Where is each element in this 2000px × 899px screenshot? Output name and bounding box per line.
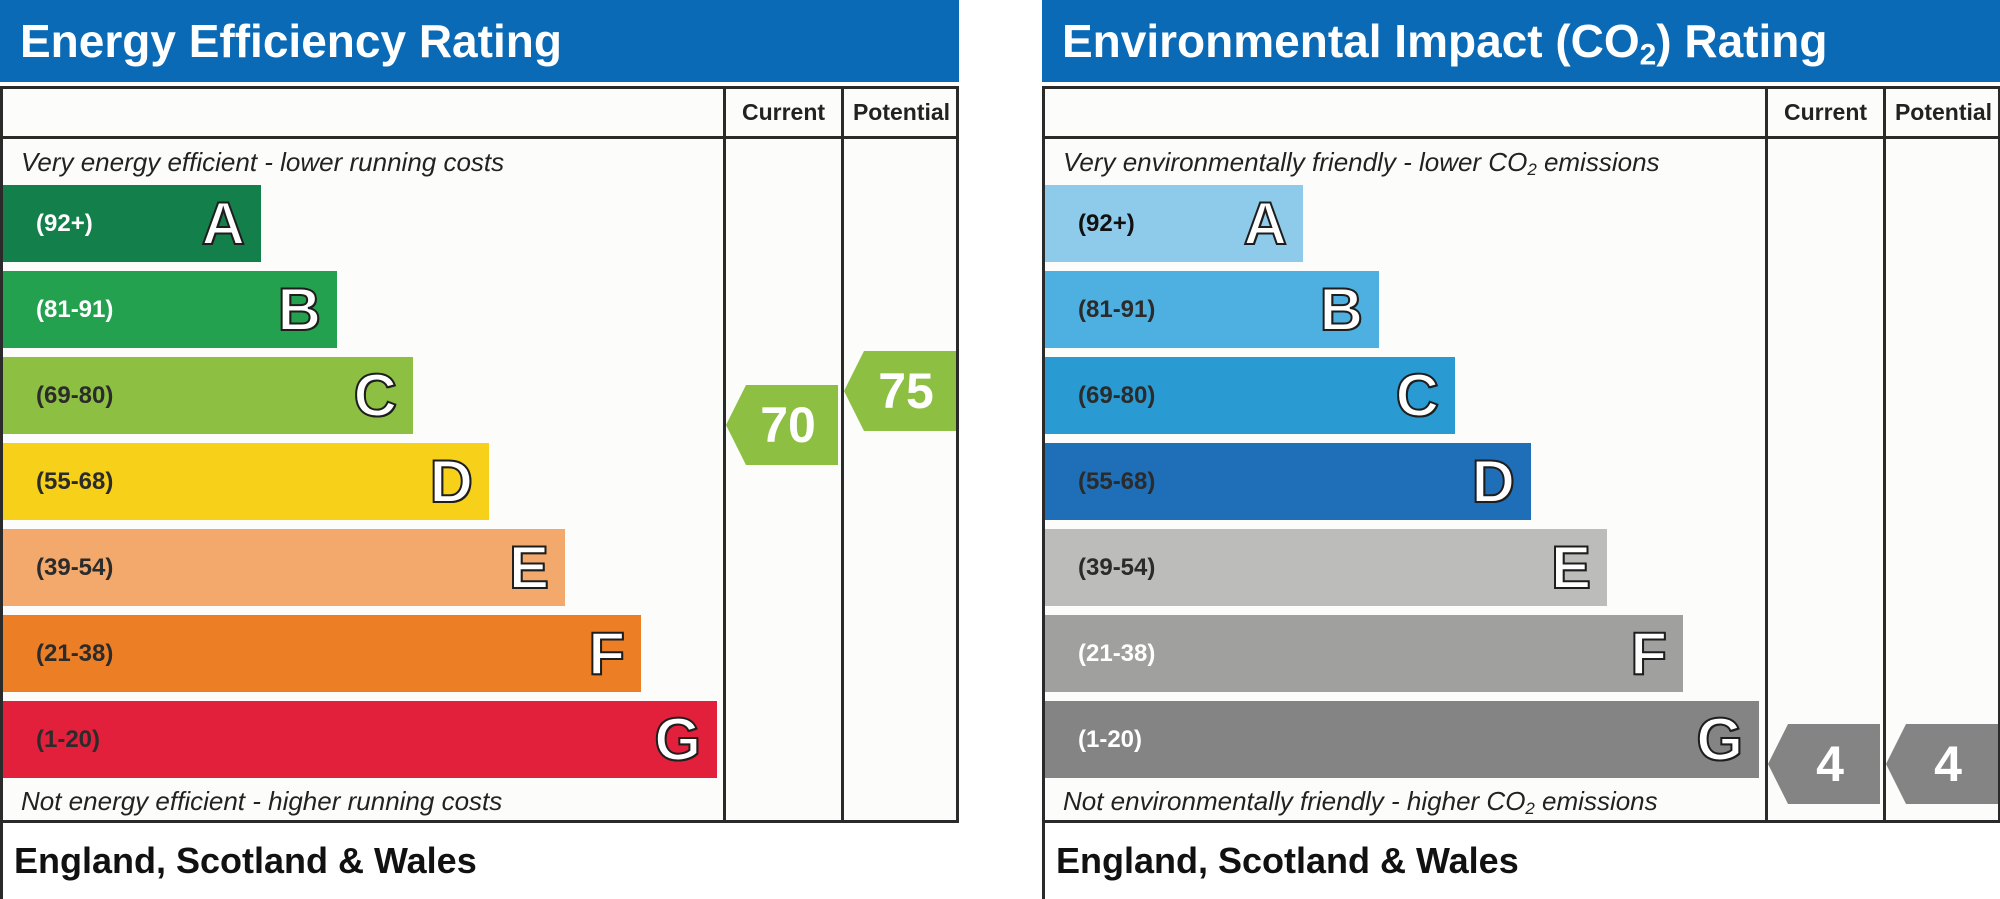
arrow-shape <box>726 385 838 465</box>
arrow-polygon <box>1886 724 1998 804</box>
band-letter: C <box>1395 361 1440 430</box>
band-letter: D <box>429 447 474 516</box>
header-divider <box>1045 136 1998 139</box>
rating-band-f: (21-38) F <box>1045 615 1683 692</box>
band-letter: F <box>1629 619 1668 688</box>
region-footer: England, Scotland & Wales <box>0 823 959 899</box>
current-rating-value: 4 <box>1816 736 1844 792</box>
arrow-polygon <box>844 351 956 431</box>
band-letter: C <box>353 361 398 430</box>
current-rating-arrow: 4 <box>1768 724 1880 804</box>
rating-band-b: (81-91) B <box>1045 271 1379 348</box>
top-note: Very energy efficient - lower running co… <box>21 147 505 177</box>
potential-column-header: Potential <box>852 99 951 125</box>
region-label: England, Scotland & Wales <box>14 840 477 881</box>
band-range-label: (81-91) <box>36 296 114 323</box>
panel-title: Environmental Impact (CO2) Rating <box>1042 0 2000 82</box>
band-letter: A <box>1243 189 1288 258</box>
potential-rating-arrow: 75 <box>844 351 956 431</box>
rating-band-g: (1-20) G <box>1045 701 1759 778</box>
band-letter: F <box>587 619 626 688</box>
rating-band-b: (81-91) B <box>3 271 337 348</box>
current-rating-arrow: 70 <box>726 385 838 465</box>
header-divider <box>3 136 956 139</box>
band-range-label: (1-20) <box>1078 726 1143 753</box>
band-range-label: (1-20) <box>36 726 101 753</box>
footer-border <box>1042 823 1045 899</box>
chart-frame: Current Potential Very environmentally f… <box>1042 86 2000 823</box>
arrow-shape <box>844 351 956 431</box>
rating-band-c: (69-80) C <box>1045 357 1455 434</box>
band-range-label: (55-68) <box>1078 468 1156 495</box>
current-column-header: Current <box>1783 99 1868 125</box>
band-range-label: (92+) <box>1078 210 1135 237</box>
band-range-label: (69-80) <box>1078 382 1156 409</box>
potential-rating-value: 75 <box>878 363 934 419</box>
current-column-header: Current <box>741 99 826 125</box>
rating-band-c: (69-80) C <box>3 357 413 434</box>
rating-band-g: (1-20) G <box>3 701 717 778</box>
band-range-label: (39-54) <box>36 554 114 581</box>
top-note: Very environmentally friendly - lower CO… <box>1063 147 1660 180</box>
potential-rating-value: 4 <box>1934 736 1962 792</box>
rating-band-a: (92+) A <box>3 185 261 262</box>
column-divider <box>723 89 726 820</box>
column-divider <box>1765 89 1768 820</box>
band-letter: B <box>1319 275 1364 344</box>
rating-band-e: (39-54) E <box>1045 529 1607 606</box>
rating-band-d: (55-68) D <box>3 443 489 520</box>
band-letter: G <box>653 705 702 774</box>
footer-border <box>0 823 3 899</box>
rating-band-f: (21-38) F <box>3 615 641 692</box>
band-range-label: (81-91) <box>1078 296 1156 323</box>
band-letter: B <box>277 275 322 344</box>
panel-title: Energy Efficiency Rating <box>0 0 959 82</box>
band-range-label: (39-54) <box>1078 554 1156 581</box>
bottom-note: Not energy efficient - higher running co… <box>21 786 503 816</box>
rating-band-d: (55-68) D <box>1045 443 1531 520</box>
column-divider <box>1883 89 1886 820</box>
arrow-shape <box>1768 724 1880 804</box>
arrow-polygon <box>726 385 838 465</box>
band-letter: E <box>1550 533 1592 602</box>
rating-band-e: (39-54) E <box>3 529 565 606</box>
current-rating-value: 70 <box>760 397 816 453</box>
band-range-label: (92+) <box>36 210 93 237</box>
potential-column-header: Potential <box>1894 99 1993 125</box>
rating-band-a: (92+) A <box>1045 185 1303 262</box>
band-letter: D <box>1471 447 1516 516</box>
arrow-polygon <box>1768 724 1880 804</box>
arrow-shape <box>1886 724 1998 804</box>
environmental-impact-panel: Environmental Impact (CO2) Rating Curren… <box>1042 0 2000 899</box>
band-letter: E <box>508 533 550 602</box>
band-range-label: (21-38) <box>1078 640 1156 667</box>
chart-frame: Current Potential Very energy efficient … <box>0 86 959 823</box>
band-letter: G <box>1695 705 1744 774</box>
region-footer: England, Scotland & Wales <box>1042 823 2000 899</box>
column-divider <box>841 89 844 820</box>
band-letter: A <box>201 189 246 258</box>
region-label: England, Scotland & Wales <box>1056 840 1519 881</box>
band-range-label: (55-68) <box>36 468 114 495</box>
band-range-label: (21-38) <box>36 640 114 667</box>
band-range-label: (69-80) <box>36 382 114 409</box>
bottom-note: Not environmentally friendly - higher CO… <box>1063 786 1658 819</box>
potential-rating-arrow: 4 <box>1886 724 1998 804</box>
energy-efficiency-panel: Energy Efficiency Rating Current Potenti… <box>0 0 959 899</box>
